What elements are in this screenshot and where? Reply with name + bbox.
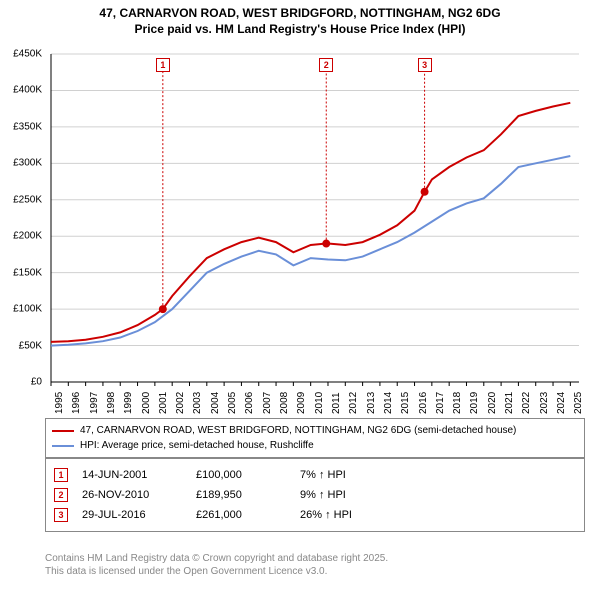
y-tick-label: £50K [2, 340, 42, 351]
x-tick-label: 1996 [71, 392, 82, 414]
legend-label-property: 47, CARNARVON ROAD, WEST BRIDGFORD, NOTT… [80, 423, 516, 438]
x-tick-label: 2019 [469, 392, 480, 414]
marker-badge: 1 [54, 468, 68, 482]
x-tick-label: 2022 [521, 392, 532, 414]
title-line-2: Price paid vs. HM Land Registry's House … [135, 22, 466, 36]
x-tick-label: 2016 [418, 392, 429, 414]
x-tick-label: 2008 [279, 392, 290, 414]
x-tick-label: 2001 [158, 392, 169, 414]
marker-pct: 7% ↑ HPI [300, 469, 390, 481]
x-tick-label: 2007 [262, 392, 273, 414]
y-tick-label: £250K [2, 194, 42, 205]
y-tick-label: £450K [2, 49, 42, 60]
chart-title: 47, CARNARVON ROAD, WEST BRIDGFORD, NOTT… [0, 0, 600, 39]
x-tick-label: 2010 [314, 392, 325, 414]
marker-price: £261,000 [196, 509, 286, 521]
footer-attribution: Contains HM Land Registry data © Crown c… [45, 552, 585, 578]
marker-date: 29-JUL-2016 [82, 509, 182, 521]
x-tick-label: 2013 [366, 392, 377, 414]
x-tick-label: 1995 [54, 392, 65, 414]
x-tick-label: 2006 [244, 392, 255, 414]
x-tick-label: 2002 [175, 392, 186, 414]
legend-swatch-hpi [52, 445, 74, 447]
x-tick-label: 2024 [556, 392, 567, 414]
x-tick-label: 2009 [296, 392, 307, 414]
x-tick-label: 2000 [141, 392, 152, 414]
marker-badge: 3 [54, 508, 68, 522]
x-tick-label: 2004 [210, 392, 221, 414]
x-tick-label: 2014 [383, 392, 394, 414]
marker-pct: 9% ↑ HPI [300, 489, 390, 501]
title-line-1: 47, CARNARVON ROAD, WEST BRIDGFORD, NOTT… [99, 6, 500, 20]
legend-label-hpi: HPI: Average price, semi-detached house,… [80, 438, 314, 453]
marker-pct: 26% ↑ HPI [300, 509, 390, 521]
footer-line-2: This data is licensed under the Open Gov… [45, 566, 327, 577]
chart-marker-badge: 1 [156, 58, 170, 72]
y-tick-label: £0 [2, 377, 42, 388]
chart-svg [45, 48, 585, 388]
marker-row: 3 29-JUL-2016 £261,000 26% ↑ HPI [54, 505, 576, 525]
legend: 47, CARNARVON ROAD, WEST BRIDGFORD, NOTT… [45, 418, 585, 458]
x-tick-label: 2005 [227, 392, 238, 414]
legend-swatch-property [52, 430, 74, 432]
y-tick-label: £100K [2, 304, 42, 315]
x-tick-label: 1999 [123, 392, 134, 414]
marker-date: 14-JUN-2001 [82, 469, 182, 481]
sale-markers-table: 1 14-JUN-2001 £100,000 7% ↑ HPI 2 26-NOV-2010… [45, 458, 585, 532]
x-tick-label: 1997 [89, 392, 100, 414]
x-tick-label: 2023 [539, 392, 550, 414]
chart-container: 47, CARNARVON ROAD, WEST BRIDGFORD, NOTT… [0, 0, 600, 590]
y-tick-label: £150K [2, 267, 42, 278]
marker-price: £100,000 [196, 469, 286, 481]
chart-marker-badge: 3 [418, 58, 432, 72]
marker-badge: 2 [54, 488, 68, 502]
marker-row: 1 14-JUN-2001 £100,000 7% ↑ HPI [54, 465, 576, 485]
footer-line-1: Contains HM Land Registry data © Crown c… [45, 553, 388, 564]
marker-date: 26-NOV-2010 [82, 489, 182, 501]
legend-item-property: 47, CARNARVON ROAD, WEST BRIDGFORD, NOTT… [52, 423, 578, 438]
marker-price: £189,950 [196, 489, 286, 501]
y-tick-label: £350K [2, 121, 42, 132]
x-tick-label: 1998 [106, 392, 117, 414]
y-tick-label: £200K [2, 231, 42, 242]
y-tick-label: £300K [2, 158, 42, 169]
x-tick-label: 2003 [192, 392, 203, 414]
x-tick-label: 2021 [504, 392, 515, 414]
y-tick-label: £400K [2, 85, 42, 96]
chart-marker-badge: 2 [319, 58, 333, 72]
marker-row: 2 26-NOV-2010 £189,950 9% ↑ HPI [54, 485, 576, 505]
x-tick-label: 2011 [331, 392, 342, 414]
chart-plot-area [45, 48, 585, 388]
x-tick-label: 2017 [435, 392, 446, 414]
x-tick-label: 2025 [573, 392, 584, 414]
x-tick-label: 2015 [400, 392, 411, 414]
x-tick-label: 2012 [348, 392, 359, 414]
legend-item-hpi: HPI: Average price, semi-detached house,… [52, 438, 578, 453]
x-tick-label: 2018 [452, 392, 463, 414]
x-tick-label: 2020 [487, 392, 498, 414]
